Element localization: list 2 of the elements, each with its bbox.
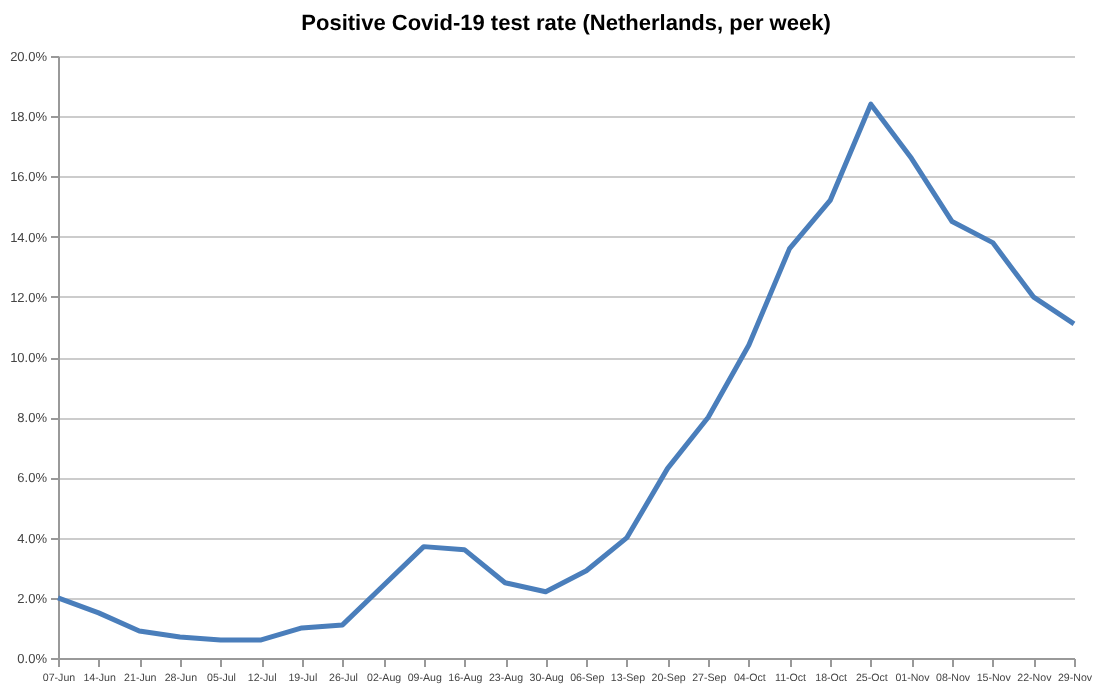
- line-series: [55, 101, 1077, 643]
- chart-title: Positive Covid-19 test rate (Netherlands, per week): [301, 12, 832, 36]
